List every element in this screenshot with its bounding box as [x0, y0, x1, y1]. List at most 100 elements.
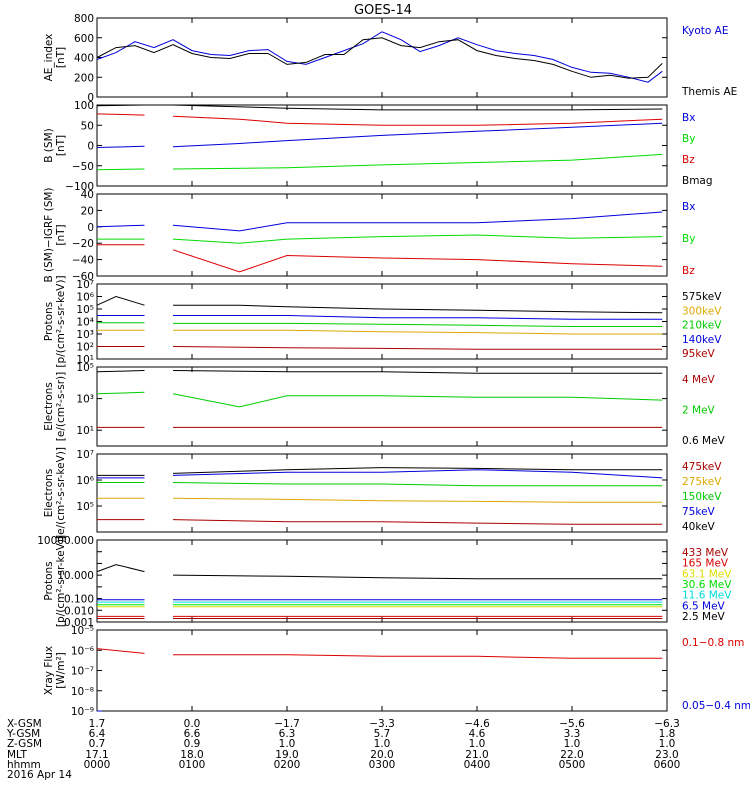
- panel-2: −100 −50 0 50 100 B (SM)[nT] Bx By Bz Bmag: [43, 100, 713, 193]
- y-tick-label: 10.000: [57, 570, 94, 582]
- y-tick-label: 10⁷: [76, 449, 94, 461]
- legend-entry: Bmag: [682, 175, 713, 187]
- legend-entry: 275keV: [682, 476, 722, 488]
- legend-entry: 4 MeV: [682, 374, 716, 386]
- x-row-value: 1.0: [469, 738, 486, 750]
- legend-entry: 150keV: [682, 491, 722, 503]
- x-row-value: 6.3: [279, 728, 296, 740]
- y-axis-label: AE_index[nT]: [43, 34, 67, 82]
- panel-3: −60 −40 −20 0 20 40 B (SM)−IGRF (SM)[nT] Bx By Bz: [43, 187, 695, 283]
- y-tick-label: 10⁶: [76, 475, 94, 487]
- series-line: [96, 37, 663, 79]
- panel-frame: [96, 629, 668, 712]
- y-tick-label: −100: [65, 181, 94, 193]
- y-tick-label: 0.001: [64, 617, 94, 629]
- y-tick-label: 10⁻⁹: [71, 706, 94, 718]
- legend-entry: By: [682, 133, 695, 145]
- y-axis-label: Electrons[e/(cm²-s-sr-keV)]: [43, 447, 67, 539]
- x-axis-table: X-GSM 1.7 0.0 −1.7 −3.3 −4.6 −5.6 −6.3 Y-GSM 6.4 6…: [6, 718, 680, 781]
- y-axis-label: Electrons[e/(cm²-s-sr)]: [43, 372, 67, 441]
- legend-entry: 165 MeV: [682, 558, 729, 570]
- legend-entry: 75keV: [682, 506, 716, 518]
- x-row-value: 0300: [369, 759, 396, 771]
- legend-entry: 2.5 MeV: [682, 611, 726, 623]
- legend-entry: Kyoto AE: [682, 25, 728, 37]
- series-line: [97, 234, 663, 244]
- x-row-value: 0600: [654, 759, 681, 771]
- series-line: [97, 329, 663, 335]
- x-row-value: 5.7: [374, 728, 391, 740]
- y-tick-label: −20: [72, 238, 94, 250]
- x-row-value: 18.0: [180, 749, 203, 761]
- y-tick-label: 10⁵: [76, 501, 94, 513]
- series-line: [96, 648, 663, 659]
- series-line: [96, 211, 663, 232]
- y-axis-label: Xray Flux[W/m²]: [43, 646, 67, 695]
- legend-entry: 210keV: [682, 320, 722, 332]
- series-line: [97, 467, 663, 476]
- y-tick-label: 40: [81, 189, 94, 201]
- x-row-value: 0400: [464, 759, 491, 771]
- legend-entry: 575keV: [682, 291, 722, 303]
- legend-entry: Bx: [682, 112, 695, 124]
- x-row-value: 0200: [274, 759, 301, 771]
- x-row-value: 1.0: [279, 738, 296, 750]
- x-row-label: Z-GSM: [7, 738, 42, 750]
- y-tick-label: −40: [72, 255, 94, 267]
- legend-entry: 475keV: [682, 461, 722, 473]
- x-row-value: −6.3: [654, 718, 680, 730]
- series-line: [96, 295, 663, 314]
- y-tick-label: 10000.000: [37, 535, 94, 547]
- panel-frame: [96, 366, 668, 447]
- legend-entry: 11.6 MeV: [682, 590, 732, 602]
- series-line: [97, 346, 663, 350]
- x-row-value: 1.7: [89, 718, 106, 730]
- y-tick-label: 200: [74, 72, 94, 84]
- x-row-value: 22.0: [560, 749, 583, 761]
- y-axis-label: B (SM)[nT]: [43, 128, 67, 162]
- series-line: [96, 113, 663, 126]
- panel-6: 10⁵ 10⁶ 10⁷ Electrons[e/(cm²-s-sr-keV)] 475k…: [43, 447, 722, 539]
- series-line: [97, 482, 663, 487]
- series-line: [96, 104, 663, 111]
- y-tick-label: 0.010: [64, 605, 94, 617]
- x-row-value: −5.6: [559, 718, 585, 730]
- y-axis-label: Protons[p/(cm²-s-sr-keV)]: [43, 535, 67, 627]
- x-row-value: 17.1: [85, 749, 108, 761]
- y-tick-label: 800: [74, 13, 94, 25]
- x-row-value: 1.8: [659, 728, 676, 740]
- x-row-value: 6.6: [184, 728, 201, 740]
- y-tick-label: 0: [87, 222, 94, 234]
- legend-entry: 433 MeV: [682, 547, 729, 559]
- y-tick-label: 10⁶: [76, 292, 94, 304]
- x-row-value: 0.7: [89, 738, 106, 750]
- legend-entry: Themis AE: [681, 86, 737, 98]
- y-axis-label: B (SM)−IGRF (SM)[nT]: [43, 187, 67, 282]
- y-tick-label: 10²: [76, 342, 94, 354]
- legend-entry: 0.1−0.8 nm: [682, 637, 744, 649]
- legend-entry: 2 MeV: [682, 405, 716, 417]
- x-row-label: X-GSM: [7, 718, 42, 730]
- y-tick-label: 10¹: [76, 425, 94, 437]
- date-label: 2016 Apr 14: [7, 769, 72, 781]
- panel-8: 10⁻⁹ 10⁻⁸ 10⁻⁷ 10⁻⁶ 10⁻⁵ Xray Flux[W/m²] 0.1−0…: [43, 625, 750, 718]
- plot-title: GOES-14: [354, 3, 412, 18]
- series-line: [96, 122, 663, 148]
- panel-5: 10¹ 10³ 10⁵ Electrons[e/(cm²-s-sr)] 4 MeV 2 M…: [43, 362, 726, 447]
- legend-entry: Bz: [682, 265, 695, 277]
- x-row-value: −1.7: [274, 718, 300, 730]
- y-tick-label: 100: [74, 100, 94, 112]
- y-tick-label: 10⁷: [76, 279, 94, 291]
- x-row-label: MLT: [7, 749, 27, 761]
- series-line: [97, 469, 663, 479]
- y-tick-label: −50: [72, 161, 94, 173]
- x-row-value: 1.0: [659, 738, 676, 750]
- legend-entry: 140keV: [682, 334, 722, 346]
- y-tick-label: 0.100: [64, 594, 94, 606]
- x-row-label: Y-GSM: [6, 728, 40, 740]
- y-tick-label: 10⁻⁷: [71, 666, 94, 678]
- y-tick-label: 400: [74, 53, 94, 65]
- x-row-value: 6.4: [89, 728, 106, 740]
